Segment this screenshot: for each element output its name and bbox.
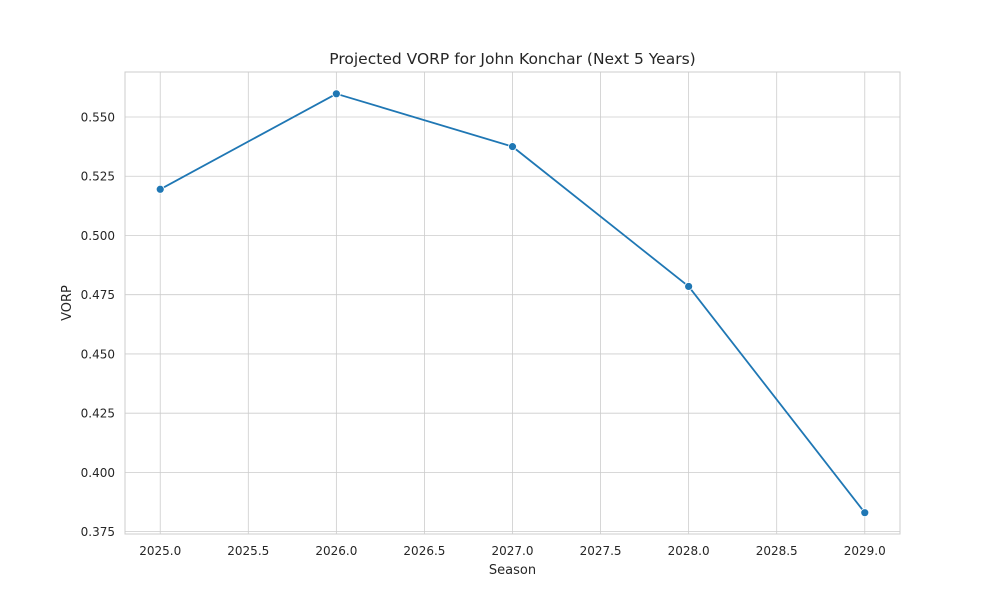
x-tick-label: 2027.0 [492, 544, 534, 558]
y-tick-label: 0.400 [81, 466, 115, 480]
x-tick-label: 2026.0 [315, 544, 357, 558]
x-tick-label: 2025.0 [139, 544, 181, 558]
y-tick-label: 0.425 [81, 407, 115, 421]
y-axis-ticks: 0.375 0.400 0.425 0.450 0.475 0.500 0.525 0.550 [81, 111, 115, 540]
series-layer [155, 89, 870, 518]
x-tick-label: 2027.5 [580, 544, 622, 558]
y-tick-label: 0.450 [81, 347, 115, 361]
data-point [331, 89, 341, 99]
x-tick-label: 2028.0 [668, 544, 710, 558]
x-tick-label: 2026.5 [403, 544, 445, 558]
data-point [860, 508, 870, 518]
x-axis-label: Season [489, 563, 536, 578]
y-tick-label: 0.500 [81, 229, 115, 243]
y-tick-label: 0.550 [81, 111, 115, 125]
chart-title: Projected VORP for John Konchar (Next 5 … [329, 50, 695, 68]
data-point [155, 184, 165, 194]
y-tick-label: 0.475 [81, 288, 115, 302]
y-tick-label: 0.525 [81, 170, 115, 184]
plot-area [124, 71, 901, 535]
y-tick-label: 0.375 [81, 525, 115, 539]
x-tick-label: 2029.0 [844, 544, 886, 558]
x-tick-label: 2028.5 [756, 544, 798, 558]
x-tick-label: 2025.5 [227, 544, 269, 558]
x-axis-ticks: 2025.0 2025.5 2026.0 2026.5 2027.0 2027.5 2028… [139, 544, 886, 558]
y-axis-label: VORP [60, 285, 75, 321]
grid-lines [125, 72, 900, 534]
data-point [684, 282, 694, 291]
data-point [508, 142, 517, 152]
